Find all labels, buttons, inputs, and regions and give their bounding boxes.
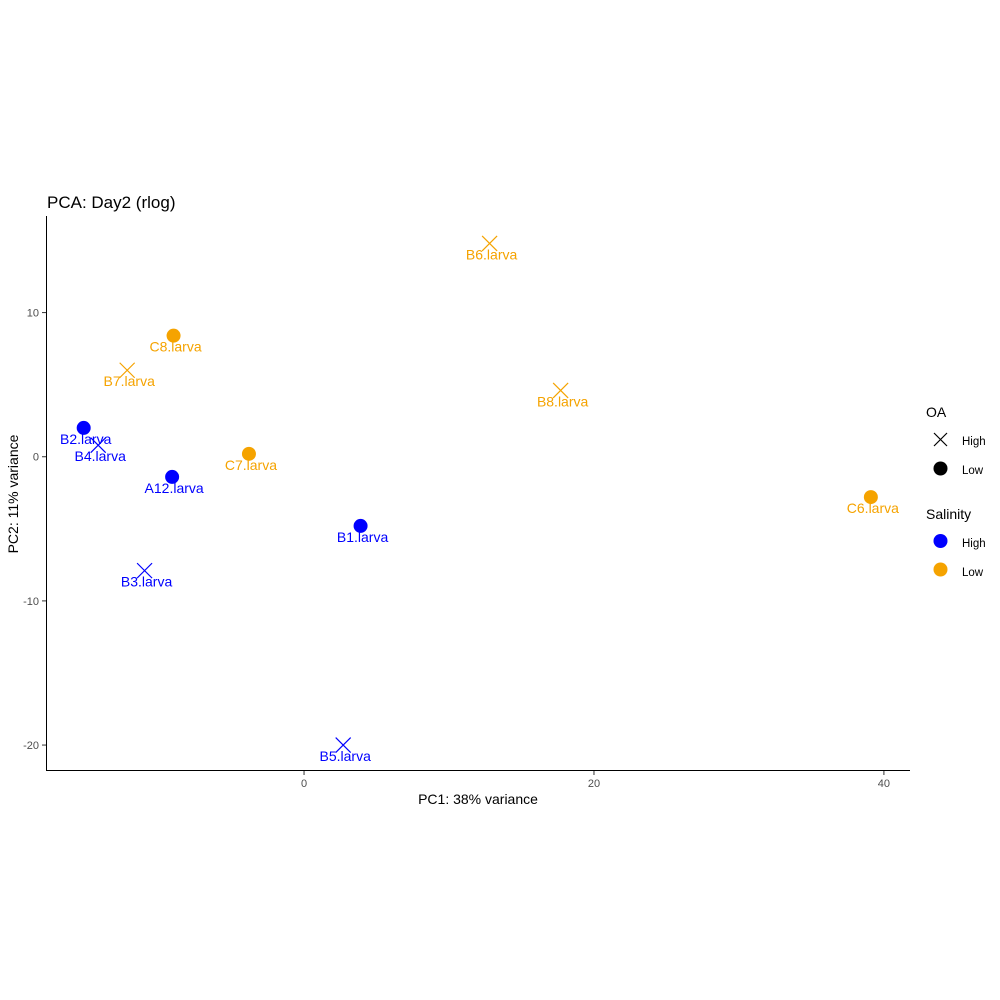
- x-axis-title: PC1: 38% variance: [418, 791, 538, 807]
- point-label-c8: C8.larva: [150, 339, 202, 355]
- point-a12: [165, 469, 180, 484]
- point-b3: [136, 562, 153, 579]
- point-b2: [76, 420, 91, 435]
- point-b7: [119, 362, 136, 379]
- point-label-a12: A12.larva: [145, 480, 204, 496]
- point-label-b7: B7.larva: [104, 373, 156, 389]
- point-b6: [481, 235, 498, 252]
- point-label-c6: C6.larva: [847, 500, 899, 516]
- point-b1: [353, 518, 368, 533]
- legend-oa-high: High: [933, 432, 986, 448]
- chart-title: PCA: Day2 (rlog): [47, 193, 175, 212]
- y-axis-title: PC2: 11% variance: [5, 434, 21, 553]
- point-b8: [552, 382, 569, 399]
- x-tick-label: 40: [878, 778, 890, 790]
- legend-oa-low-label: Low: [962, 465, 984, 477]
- y-tick-label: 10: [27, 308, 39, 320]
- circle-icon: [933, 461, 948, 476]
- y-tick-label: -20: [23, 740, 39, 752]
- point-label-b8: B8.larva: [537, 393, 589, 409]
- legend-oa-title: OA: [926, 404, 947, 420]
- point-b5: [335, 737, 352, 753]
- point-c7: [241, 446, 256, 461]
- point-label-c7: C7.larva: [225, 457, 277, 473]
- y-tick-label: -10: [23, 596, 39, 608]
- legend-oa-low: Low: [933, 461, 984, 477]
- y-tick-label: 0: [33, 452, 39, 464]
- point-b4: [90, 437, 107, 454]
- point-c6: [863, 490, 878, 505]
- legend-salinity-title: Salinity: [926, 506, 971, 522]
- legend-salinity: Salinity High Low: [926, 506, 986, 579]
- legend-salinity-low-label: Low: [962, 567, 984, 579]
- blue-circle-icon: [933, 534, 948, 548]
- point-label-b2: B2.larva: [60, 431, 112, 447]
- plot-area: 0 20 40 10 0 -10 -20 B6.larva C8.larva B7.larva B…: [23, 216, 910, 790]
- legend-salinity-high: High: [933, 534, 986, 550]
- orange-circle-icon: [933, 562, 948, 577]
- point-label-b6: B6.larva: [466, 246, 518, 262]
- point-c8: [166, 328, 181, 343]
- point-label-b1: B1.larva: [337, 529, 389, 545]
- cross-icon: [933, 432, 948, 447]
- legend-salinity-high-label: High: [962, 538, 986, 550]
- legend-oa-high-label: High: [962, 436, 986, 448]
- legend-salinity-low: Low: [933, 562, 984, 579]
- x-tick-label: 0: [301, 778, 307, 790]
- point-label-b3: B3.larva: [121, 574, 173, 590]
- legend-oa: OA High Low: [926, 404, 986, 477]
- point-label-b4: B4.larva: [75, 448, 127, 464]
- point-label-b5: B5.larva: [320, 748, 372, 764]
- x-tick-label: 20: [588, 778, 600, 790]
